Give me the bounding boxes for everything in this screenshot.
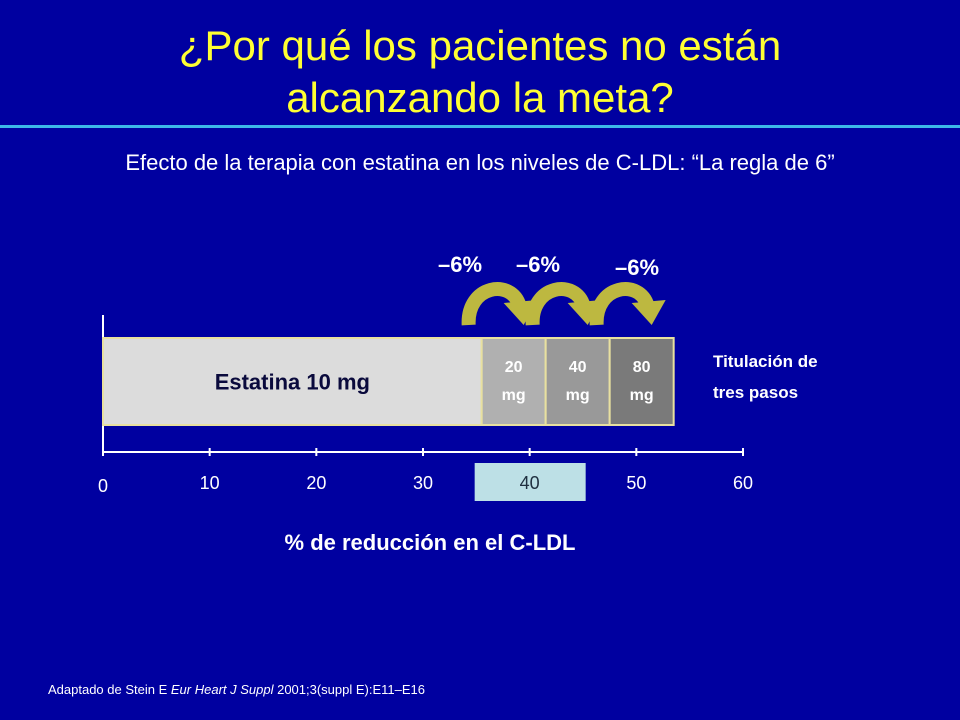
slide-title: ¿Por qué los pacientes no están alcanzan…: [60, 20, 900, 124]
bar-step-label: mg: [502, 387, 526, 404]
slide-subtitle: Efecto de la terapia con estatina en los…: [125, 150, 835, 175]
citation-prefix: Adaptado de Stein E: [48, 682, 171, 697]
step-arrow-icon: [589, 282, 655, 326]
side-label-line-1: Titulación de: [713, 352, 818, 371]
step-arrow-icon: [525, 282, 591, 326]
bar-step-label: 20: [505, 359, 523, 376]
side-label-line-2: tres pasos: [713, 383, 798, 402]
citation: Adaptado de Stein E Eur Heart J Suppl 20…: [48, 682, 425, 697]
bar-step-label: 40: [569, 359, 587, 376]
title-line-1: ¿Por qué los pacientes no están: [178, 22, 782, 69]
bar-step-segment: [480, 337, 547, 426]
x-tick-label: 40: [520, 473, 540, 493]
x-tick-label: 0: [98, 476, 108, 496]
x-tick-label: 60: [733, 473, 753, 493]
x-tick-label: 30: [413, 473, 433, 493]
bar-step-segment: [608, 337, 675, 426]
step-annotation: –6%: [438, 252, 482, 277]
title-line-2: alcanzando la meta?: [286, 74, 674, 121]
step-annotation: –6%: [516, 252, 560, 277]
bar-step-label: mg: [566, 387, 590, 404]
bar-base-label: Estatina 10 mg: [215, 370, 370, 395]
tick-highlight-box: [474, 463, 586, 501]
x-tick-label: 50: [626, 473, 646, 493]
bar-base-segment: [102, 337, 483, 426]
x-tick-label: 20: [306, 473, 326, 493]
title-divider: [0, 125, 960, 128]
bar-step-label: mg: [630, 387, 654, 404]
step-arrow-icon: [461, 282, 527, 326]
citation-journal: Eur Heart J Suppl: [170, 682, 274, 697]
bar-step-segment: [544, 337, 611, 426]
citation-suffix: 2001;3(suppl E):E11–E16: [273, 682, 426, 697]
step-arrowhead-icon: [631, 300, 666, 325]
step-annotation: –6%: [615, 255, 659, 280]
x-axis-title: % de reducción en el C-LDL: [285, 530, 576, 555]
bar-step-label: 80: [633, 359, 651, 376]
x-tick-label: 10: [200, 473, 220, 493]
